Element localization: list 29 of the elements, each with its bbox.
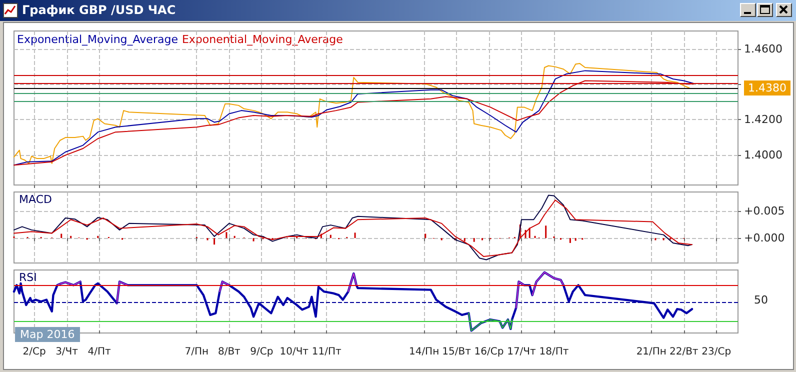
x-tick-label: 22/Вт [669, 346, 698, 358]
y-tick-label: +0.000 [744, 232, 785, 245]
x-tick-label: 7/Пн [184, 346, 209, 358]
x-tick-label: 15/Вт [442, 346, 472, 358]
x-tick-label: 14/Пн [408, 346, 440, 358]
y-tick-label: 1.4000 [744, 148, 782, 162]
y-tick-label: 1.4600 [744, 42, 782, 56]
chart-title: MACD [19, 193, 52, 206]
ref-line-label: 1.4380 [748, 81, 786, 94]
x-tick-label: 3/Чт [56, 346, 78, 358]
text: 50 [754, 294, 768, 306]
text: Exponential_Moving_Average [17, 33, 178, 46]
text: Exponential_Moving_Average [182, 33, 344, 46]
x-tick-label: 18/Пт [539, 346, 569, 358]
x-tick-label: 4/Пт [88, 346, 111, 358]
y-tick-label: 1.4200 [744, 113, 782, 126]
x-tick-label: 2/Ср [22, 346, 46, 358]
x-tick-label: 11/Пт [312, 346, 342, 358]
x-tick-label: 10/Чт [280, 346, 309, 358]
y-tick-label: +0.005 [744, 204, 785, 218]
annotation: Мар 2016 [15, 327, 80, 342]
x-tick-label: 17/Чт [507, 346, 536, 358]
x-tick-label: 8/Вт [218, 346, 241, 358]
x-tick-label: 23/Ср [702, 346, 732, 358]
x-tick-label: 21/Пн [636, 346, 666, 358]
chart-title: RSI [19, 271, 37, 284]
chart-title: График GBP /USD ЧАС [22, 3, 176, 17]
x-tick-label: 9/Ср [250, 346, 274, 358]
x-tick-label: 16/Ср [474, 346, 504, 358]
